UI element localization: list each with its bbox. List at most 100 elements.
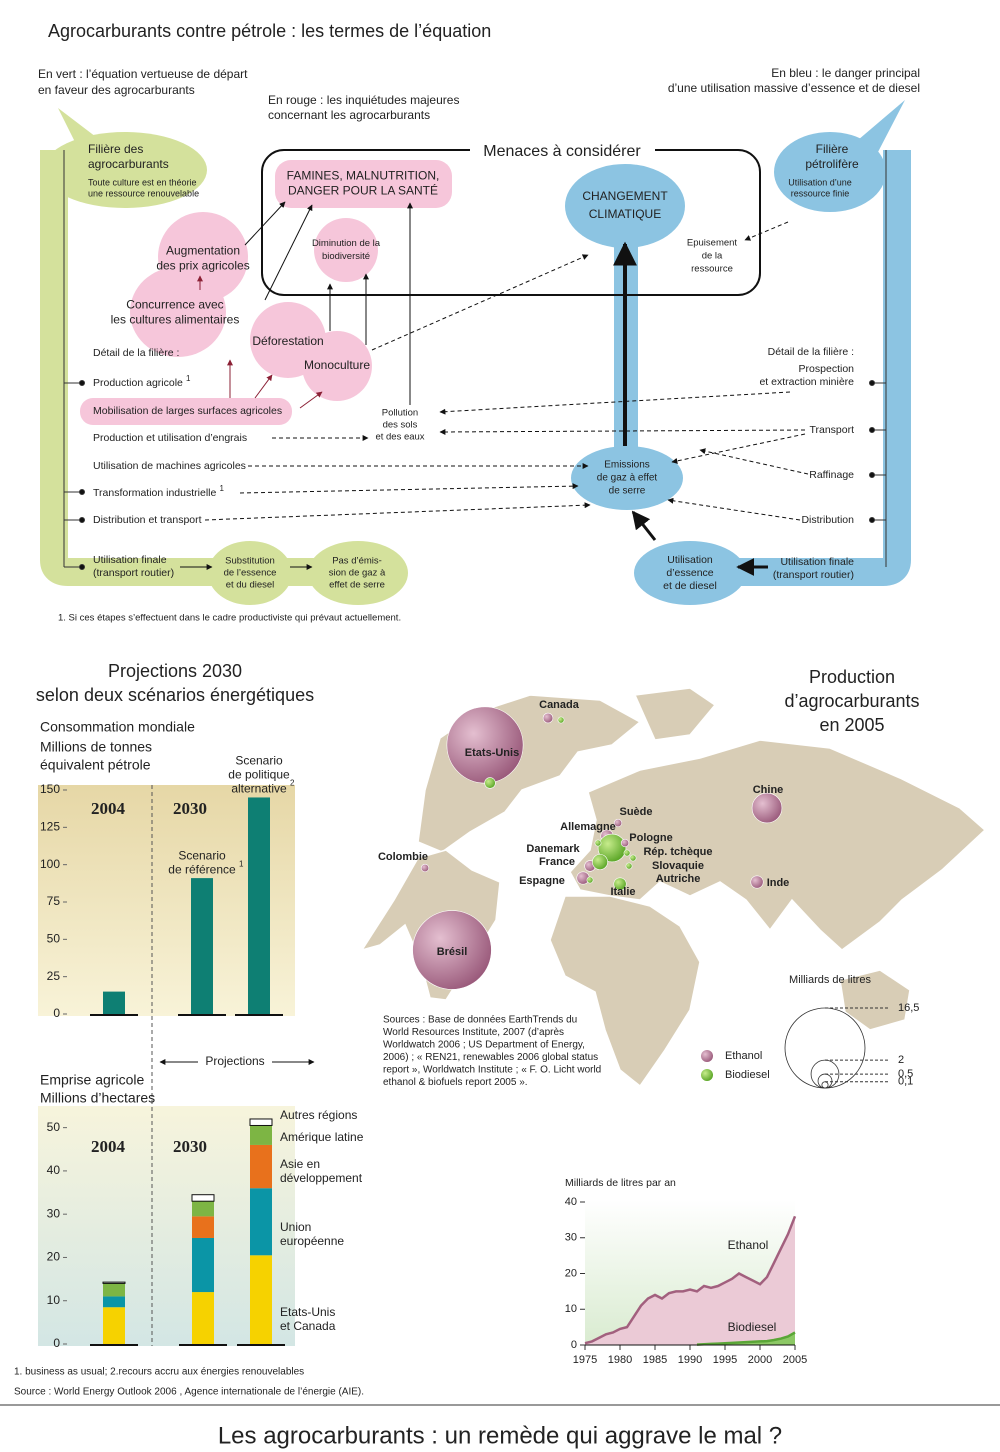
sources: Sources : Base de données EarthTrends du [383,1015,577,1026]
country-label: Danemark [526,843,580,855]
node-label: Concurrence avec [126,298,223,312]
g [204,221,809,521]
y-tick-label: 40 [47,1163,61,1177]
node-label: FAMINES, MALNUTRITION, [287,169,440,183]
no-emission-bubble [308,541,408,605]
x-tick-label: 2005 [783,1354,807,1366]
node-label: Augmentation [166,244,240,258]
bubble [557,716,565,724]
category-label: Scenario [178,848,226,862]
series-label: Asie en développement [280,1157,363,1185]
country-label: Allemagne [560,821,616,833]
chain-step: Distribution [801,514,854,526]
bubble [629,854,637,862]
sources: Worldwatch 2006 ; US Department of Energ… [383,1040,585,1051]
y-tick-label: 0 [53,1336,60,1350]
node-label: Epuisement [687,238,738,249]
dot [869,427,875,433]
dot [79,517,85,523]
series-label: Ethanol [728,1238,769,1252]
group-label: 2004 [91,799,126,818]
y-tick-label: 40 [565,1196,577,1208]
series-label: Union européenne [280,1220,345,1248]
bar-segment [250,1125,272,1145]
bubble [750,875,764,889]
node-label: et de diesel [663,580,717,592]
chain-title: agrocarburants [88,157,169,171]
line [696,1331,796,1346]
fuel-use-bubble [634,541,746,605]
node-label: les cultures alimentaires [111,313,240,327]
dashed-arrow [744,221,789,241]
y-tick-label: 50 [47,1120,61,1134]
series-label: Autres régions [280,1108,358,1122]
bubble [586,876,594,884]
y-tick-label: 20 [565,1267,577,1279]
y-tick-label: 20 [47,1250,61,1264]
size-legend-label: 16,5 [898,1002,919,1014]
bar-segment [249,1118,273,1126]
chain-subtitle: ressource finie [791,188,850,198]
node-label: Monoculture [304,358,370,372]
green-band [40,150,400,586]
arrow [631,510,657,541]
substitution-bubble [208,541,292,605]
node-label: Pollution [382,408,418,419]
dot [869,517,875,523]
chain-title: pétrolifère [805,157,859,171]
source: Source : World Energy Outlook 2006 , Age… [14,1387,364,1398]
country-label: Brésil [437,946,468,958]
chart-title: en 2005 [819,715,884,735]
footnote: 1. business as usual; 2.recours accru au… [14,1367,304,1378]
page-title: Les agrocarburants : un remède qui aggra… [218,1422,782,1449]
arrow [299,391,323,409]
x-tick-label: 1985 [643,1354,667,1366]
node-label: DANGER POUR LA SANTÉ [288,183,438,198]
sources: report », Worldwatch Institute ; « F. O.… [383,1065,601,1076]
y-tick-label: 30 [565,1232,577,1244]
chain-step: Production agricole [93,377,183,389]
chain-step: Utilisation finale [93,554,167,566]
bar [103,991,125,1014]
y-tick-label: 50 [47,932,61,946]
bar [248,797,270,1014]
legend-swatch [701,1069,713,1081]
footnote-mark: 1 [219,484,224,493]
country-label: Slovaquie [652,860,704,872]
legend-swatch [701,1050,713,1062]
legend-text: en faveur des agrocarburants [38,83,195,97]
country-label: Autriche [656,873,701,885]
arrow [264,204,313,301]
line [584,1215,797,1345]
dashed-arrow [439,391,791,415]
legend-text: concernant les agrocarburants [268,108,430,122]
dashed-arrow [671,433,806,464]
legend-text: En rouge : les inquiétudes majeures [268,93,459,107]
bar-segment [192,1237,214,1293]
bubble [412,910,492,990]
threats-title-bg [470,140,655,164]
famines-box [275,160,452,208]
chain-step: et extraction minière [759,376,854,388]
bar-segment [192,1292,214,1344]
axis-label: équivalent pétrole [40,757,151,773]
axis-label: Millions de tonnes [40,739,152,755]
group-label: 2030 [173,1137,207,1156]
size-legend-circle [784,1007,866,1089]
legend-label: Ethanol [725,1050,762,1062]
legend-label: Biodiesel [725,1069,770,1081]
dashed-arrow [699,448,809,475]
category-label: Scenario [235,754,283,768]
chain-detail: Détail de la filière : [768,346,854,358]
bar-segment [191,1194,215,1202]
arrow [254,374,273,399]
footnote-mark: 1 [239,859,244,868]
bar-segment [250,1188,272,1256]
y-tick-label: 10 [47,1293,61,1307]
chain-step: Prospection [799,363,855,375]
chain-step: Utilisation finale [780,556,854,568]
bubble [594,839,602,847]
y-tick-label: 0 [53,1006,60,1020]
legend-text: En bleu : le danger principal [771,66,920,80]
series-label: Biodiesel [728,1320,777,1334]
